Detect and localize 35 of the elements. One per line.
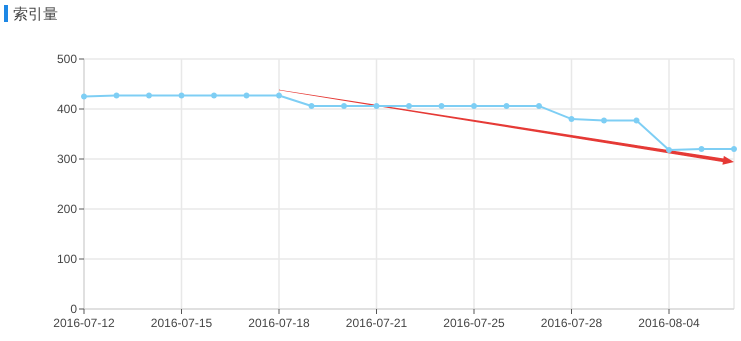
x-tick-label: 2016-07-12 — [53, 316, 116, 330]
point — [211, 92, 217, 98]
point — [666, 147, 672, 153]
y-tick-label: 300 — [56, 152, 78, 166]
point — [178, 92, 184, 98]
point — [504, 103, 510, 109]
point — [244, 92, 250, 98]
point — [698, 146, 704, 152]
point — [308, 103, 314, 109]
y-tick-label: 0 — [70, 302, 78, 316]
x-tick-label: 2016-07-18 — [248, 316, 310, 330]
point — [601, 118, 607, 124]
point — [114, 92, 120, 98]
x-tick-label: 2016-07-15 — [150, 316, 213, 330]
point — [438, 103, 444, 109]
point — [276, 92, 282, 98]
point — [731, 146, 737, 152]
y-tick-label: 400 — [56, 102, 78, 116]
point — [634, 118, 640, 124]
x-tick-label: 2016-07-21 — [346, 316, 408, 330]
point — [406, 103, 412, 109]
point — [146, 92, 152, 98]
x-tick-label: 2016-08-04 — [638, 316, 700, 330]
point — [536, 103, 542, 109]
point — [81, 94, 87, 100]
point — [568, 116, 574, 122]
chart-title: 索引量 — [13, 6, 58, 23]
y-tick-label: 500 — [56, 52, 78, 66]
point — [471, 103, 477, 109]
y-tick-label: 200 — [56, 202, 78, 216]
point — [341, 103, 347, 109]
x-tick-label: 2016-07-28 — [540, 316, 603, 330]
x-tick-label: 2016-07-25 — [443, 316, 506, 330]
point — [374, 103, 380, 109]
y-tick-label: 100 — [56, 252, 78, 266]
